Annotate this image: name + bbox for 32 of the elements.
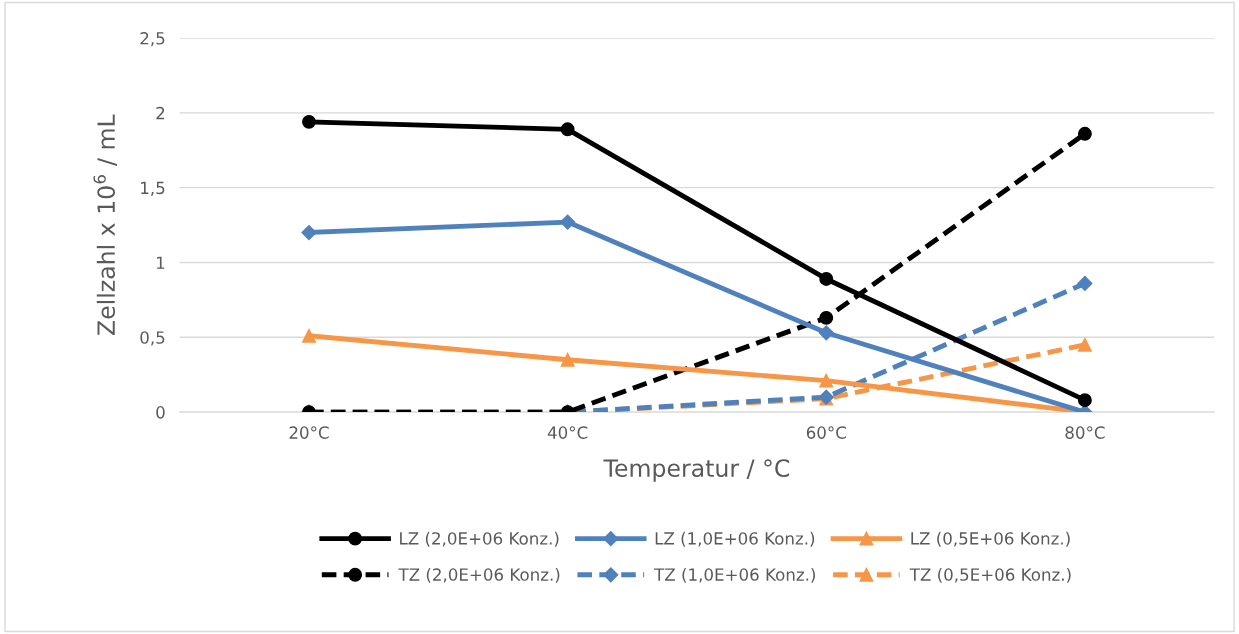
legend-label: TZ (1,0E+06 Konz.)	[654, 567, 815, 583]
point	[301, 224, 317, 241]
point	[302, 328, 316, 343]
legend-label: LZ (1,0E+06 Konz.)	[655, 531, 815, 547]
point	[819, 310, 834, 325]
x-tick-label: 40°C	[547, 426, 588, 439]
x-tick-label: 20°C	[289, 426, 329, 439]
x-tick-label: 80°C	[1065, 426, 1105, 439]
point	[560, 122, 575, 137]
y-tick-label: 0	[156, 406, 165, 419]
point	[560, 214, 576, 230]
y-tick-label: 1,5	[141, 181, 165, 196]
x-tick-label: 60°C	[806, 426, 846, 439]
y-tick-label: 1	[156, 256, 165, 269]
point	[1077, 126, 1092, 141]
legend-label: TZ (2,0E+06 Konz.)	[398, 567, 560, 583]
point	[1077, 275, 1093, 291]
y-axis-title: Zellzahl x 10$^{6}$ / mL	[93, 114, 117, 335]
y-tick-label: 0,5	[140, 331, 165, 346]
point	[560, 352, 575, 367]
point	[818, 325, 834, 341]
y-tick-label: 2	[156, 106, 165, 120]
point	[1077, 337, 1092, 352]
point	[819, 271, 834, 286]
x-axis-title: Temperatur / °C	[603, 459, 790, 482]
point	[302, 114, 316, 129]
point	[1077, 393, 1092, 408]
point	[819, 373, 834, 388]
legend-label: TZ (0,5E+06 Konz.)	[909, 567, 1071, 583]
y-tick-label: 2,5	[140, 32, 165, 47]
legend-label: LZ (2,0E+06 Konz.)	[400, 531, 559, 547]
legend-label: LZ (0,5E+06 Konz.)	[911, 531, 1070, 547]
